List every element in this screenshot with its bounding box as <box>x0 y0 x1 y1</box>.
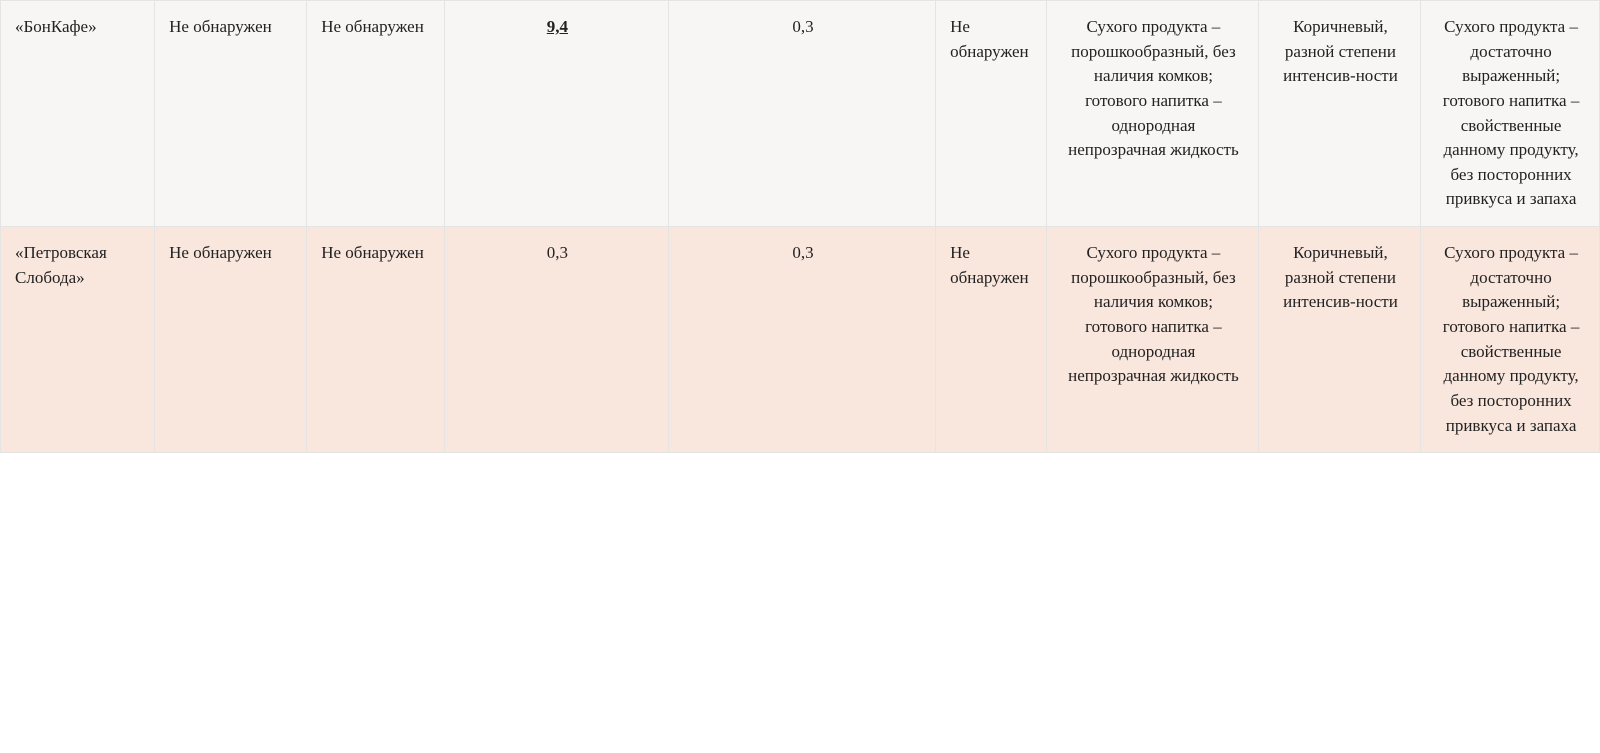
cell-text: Не обнаружен <box>950 17 1029 61</box>
table-cell: Сухого продукта – порошкообразный, без н… <box>1047 1 1259 227</box>
cell-text: Не обнаружен <box>169 243 272 262</box>
table-cell: Не обнаружен <box>155 227 307 453</box>
table-row: «Петровская Слобода» Не обнаружен Не обнар… <box>1 227 1600 453</box>
cell-text: Не обнаружен <box>321 17 424 36</box>
table-cell: Коричневый, разной степени интенсив-ност… <box>1258 227 1420 453</box>
cell-text: 9,4 <box>547 17 568 36</box>
table-cell: 9,4 <box>444 1 668 227</box>
cell-text: Коричневый, разной степени интенсив-ност… <box>1283 243 1398 311</box>
cell-text: Не обнаружен <box>950 243 1029 287</box>
table-cell: Не обнаружен <box>936 1 1047 227</box>
cell-text: Сухого продукта – порошкообразный, без н… <box>1068 17 1239 159</box>
cell-text: Не обнаружен <box>169 17 272 36</box>
table-cell: Сухого продукта – порошкообразный, без н… <box>1047 227 1259 453</box>
cell-text: Сухого продукта – порошкообразный, без н… <box>1068 243 1239 385</box>
cell-text: Коричневый, разной степени интенсив-ност… <box>1283 17 1398 85</box>
table-cell: Сухого продукта – достаточно выраженный;… <box>1421 227 1600 453</box>
table-cell: 0,3 <box>668 227 935 453</box>
table-cell: Коричневый, разной степени интенсив-ност… <box>1258 1 1420 227</box>
table-cell: Не обнаружен <box>307 1 445 227</box>
table-cell: Не обнаружен <box>155 1 307 227</box>
table-cell: Не обнаружен <box>936 227 1047 453</box>
table-cell: «Петровская Слобода» <box>1 227 155 453</box>
table-row: «БонКафе» Не обнаружен Не обнаружен 9,4 0,3 Н… <box>1 1 1600 227</box>
cell-text: 0,3 <box>547 243 568 262</box>
table-cell: «БонКафе» <box>1 1 155 227</box>
table-cell: Сухого продукта – достаточно выраженный;… <box>1421 1 1600 227</box>
table-cell: 0,3 <box>668 1 935 227</box>
table-body: «БонКафе» Не обнаружен Не обнаружен 9,4 0,3 Н… <box>1 1 1600 453</box>
data-table: «БонКафе» Не обнаружен Не обнаружен 9,4 0,3 Н… <box>0 0 1600 453</box>
table-cell: Не обнаружен <box>307 227 445 453</box>
cell-text: 0,3 <box>792 17 813 36</box>
cell-text: Сухого продукта – достаточно выраженный;… <box>1443 243 1580 434</box>
table-cell: 0,3 <box>444 227 668 453</box>
cell-text: «Петровская Слобода» <box>15 243 107 287</box>
cell-text: 0,3 <box>792 243 813 262</box>
cell-text: Не обнаружен <box>321 243 424 262</box>
cell-text: «БонКафе» <box>15 17 97 36</box>
cell-text: Сухого продукта – достаточно выраженный;… <box>1443 17 1580 208</box>
